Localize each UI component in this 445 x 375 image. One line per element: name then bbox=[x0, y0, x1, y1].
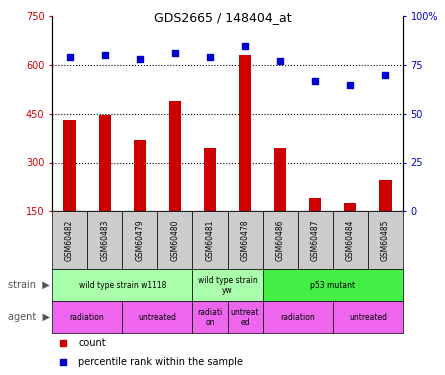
Bar bbox=[122, 211, 157, 269]
Bar bbox=[63, 120, 76, 211]
Text: wild type strain w1118: wild type strain w1118 bbox=[78, 281, 166, 290]
Bar bbox=[52, 269, 192, 301]
Bar bbox=[169, 101, 181, 211]
Text: GSM60486: GSM60486 bbox=[275, 219, 285, 261]
Text: untreated: untreated bbox=[349, 313, 387, 322]
Point bbox=[171, 50, 178, 56]
Text: GSM60483: GSM60483 bbox=[100, 219, 109, 261]
Point bbox=[136, 56, 143, 62]
Text: count: count bbox=[78, 338, 106, 348]
Bar bbox=[227, 211, 263, 269]
Text: untreat
ed: untreat ed bbox=[231, 308, 259, 327]
Text: GSM60480: GSM60480 bbox=[170, 219, 179, 261]
Bar bbox=[263, 269, 403, 301]
Bar bbox=[157, 211, 192, 269]
Bar bbox=[192, 301, 227, 333]
Bar bbox=[274, 148, 286, 211]
Text: GSM60484: GSM60484 bbox=[346, 219, 355, 261]
Point bbox=[347, 81, 354, 87]
Text: percentile rank within the sample: percentile rank within the sample bbox=[78, 357, 243, 367]
Bar bbox=[333, 211, 368, 269]
Bar bbox=[98, 116, 111, 211]
Text: strain  ▶: strain ▶ bbox=[8, 280, 50, 290]
Point bbox=[242, 42, 249, 48]
Bar bbox=[192, 269, 263, 301]
Text: radiati
on: radiati on bbox=[197, 308, 222, 327]
Bar bbox=[227, 301, 263, 333]
Point bbox=[382, 72, 389, 78]
Point bbox=[66, 54, 73, 60]
Bar bbox=[333, 301, 403, 333]
Bar bbox=[192, 211, 227, 269]
Bar bbox=[204, 148, 216, 211]
Bar bbox=[309, 198, 321, 211]
Point bbox=[206, 54, 214, 60]
Point bbox=[59, 359, 66, 365]
Point bbox=[277, 58, 284, 64]
Text: wild type strain
yw: wild type strain yw bbox=[198, 276, 257, 295]
Bar bbox=[344, 203, 356, 211]
Bar bbox=[263, 211, 298, 269]
Text: p53 mutant: p53 mutant bbox=[310, 281, 356, 290]
Bar bbox=[52, 211, 87, 269]
Bar bbox=[368, 211, 403, 269]
Bar bbox=[379, 180, 392, 211]
Text: GSM60482: GSM60482 bbox=[65, 220, 74, 261]
Text: agent  ▶: agent ▶ bbox=[8, 312, 50, 322]
Text: GDS2665 / 148404_at: GDS2665 / 148404_at bbox=[154, 11, 291, 24]
Bar bbox=[52, 301, 122, 333]
Point bbox=[101, 52, 108, 58]
Text: GSM60487: GSM60487 bbox=[311, 219, 320, 261]
Text: radiation: radiation bbox=[280, 313, 315, 322]
Text: GSM60481: GSM60481 bbox=[206, 220, 214, 261]
Bar bbox=[239, 55, 251, 211]
Bar bbox=[122, 301, 192, 333]
Text: GSM60485: GSM60485 bbox=[381, 219, 390, 261]
Text: GSM60478: GSM60478 bbox=[241, 219, 250, 261]
Text: GSM60479: GSM60479 bbox=[135, 219, 144, 261]
Text: untreated: untreated bbox=[138, 313, 176, 322]
Bar bbox=[298, 211, 333, 269]
Text: radiation: radiation bbox=[70, 313, 105, 322]
Point bbox=[312, 78, 319, 84]
Bar bbox=[87, 211, 122, 269]
Point bbox=[59, 340, 66, 346]
Bar bbox=[134, 140, 146, 211]
Bar bbox=[263, 301, 333, 333]
